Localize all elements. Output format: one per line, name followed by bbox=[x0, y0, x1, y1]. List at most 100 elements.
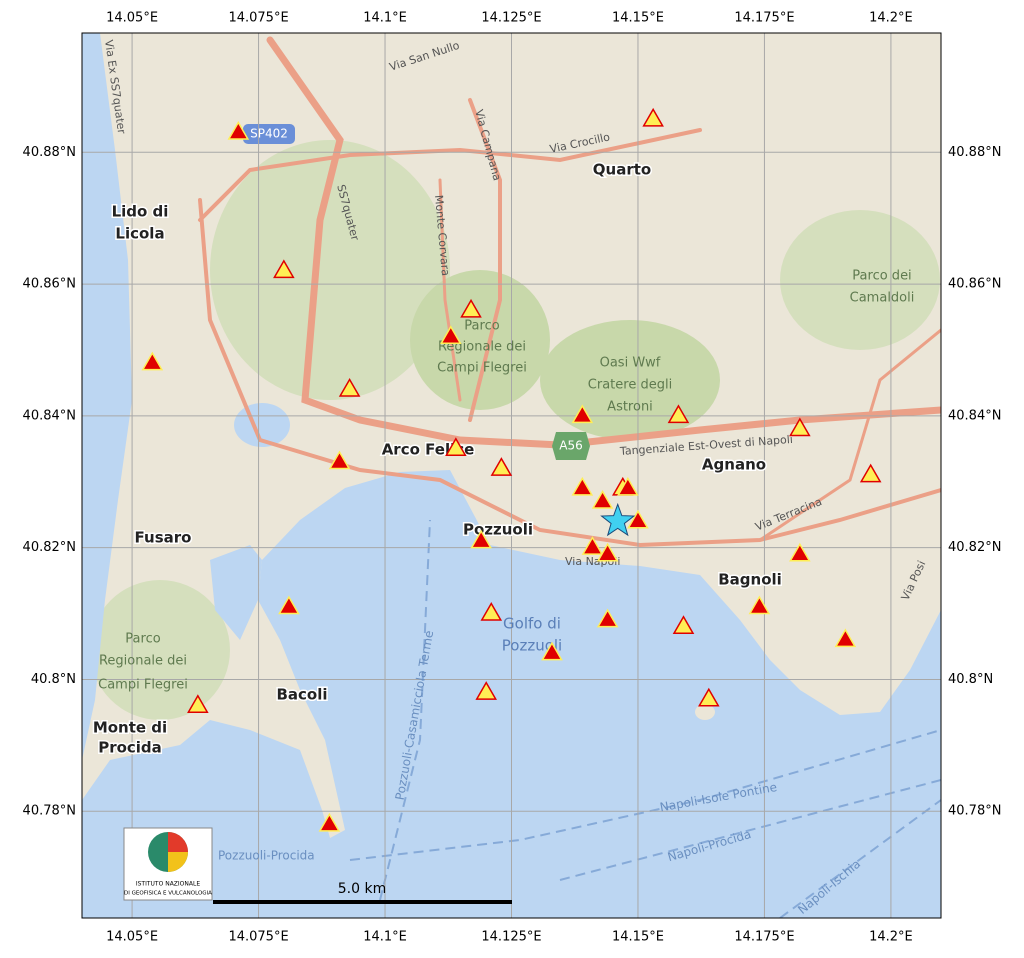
event-marker bbox=[571, 476, 594, 496]
event-marker bbox=[571, 404, 594, 424]
event-marker bbox=[328, 450, 351, 470]
ferry-route bbox=[349, 519, 941, 918]
place-label: Bagnoli bbox=[718, 571, 782, 589]
area-label: Camaldoli bbox=[850, 291, 915, 306]
x-tick-label: 14.2°E bbox=[869, 11, 913, 26]
event-marker bbox=[627, 509, 649, 529]
y-tick-label: 40.8°N bbox=[948, 672, 993, 687]
event-marker bbox=[596, 608, 619, 628]
event-marker bbox=[187, 694, 209, 714]
basemap: Quarto Lido di Licola Arco Felice Agnano… bbox=[82, 33, 941, 918]
place-label: Quarto bbox=[593, 161, 651, 179]
events bbox=[141, 107, 882, 832]
place-label: Lido di bbox=[112, 203, 169, 221]
road bbox=[198, 198, 941, 548]
y-tick-label: 40.8°N bbox=[31, 672, 76, 687]
green-area bbox=[90, 580, 230, 720]
x-tick-label: 14.15°E bbox=[612, 11, 664, 26]
x-tick-label: 14.175°E bbox=[734, 930, 794, 945]
place-label: Licola bbox=[115, 225, 164, 243]
y-tick-label: 40.82°N bbox=[948, 540, 1001, 555]
y-tick-label: 40.84°N bbox=[23, 408, 76, 423]
x-tick-label: 14.125°E bbox=[481, 11, 541, 26]
area-label: Regionale dei bbox=[99, 654, 187, 669]
event-marker bbox=[318, 812, 341, 832]
x-tick-label: 14.125°E bbox=[481, 930, 541, 945]
event-marker bbox=[642, 107, 664, 127]
area-label: Pozzuoli bbox=[502, 637, 562, 655]
x-tick-label: 14.1°E bbox=[363, 11, 407, 26]
event-marker bbox=[617, 476, 639, 496]
event-marker bbox=[470, 529, 492, 549]
sea bbox=[82, 33, 132, 760]
place-label: Pozzuoli bbox=[463, 521, 533, 539]
green-area bbox=[210, 140, 450, 400]
event-marker bbox=[789, 417, 811, 437]
y-tick-label: 40.78°N bbox=[23, 804, 76, 819]
logo-globe bbox=[168, 832, 188, 852]
y-tick-label: 40.86°N bbox=[948, 277, 1001, 292]
x-tick-label: 14.05°E bbox=[106, 930, 158, 945]
event-marker bbox=[834, 628, 857, 648]
road-shield bbox=[243, 124, 295, 144]
area-label: Astroni bbox=[607, 400, 653, 415]
event-marker bbox=[460, 298, 482, 318]
event-marker bbox=[490, 457, 513, 476]
area-label: Oasi Wwf bbox=[600, 356, 661, 371]
x-tick-label: 14.2°E bbox=[869, 930, 913, 945]
area-label: Parco bbox=[464, 319, 499, 334]
road-label: A56 bbox=[559, 439, 582, 453]
map-frame bbox=[81, 32, 942, 919]
x-tick-label: 14.1°E bbox=[363, 930, 407, 945]
road bbox=[468, 98, 502, 422]
mainshock-star bbox=[600, 502, 636, 537]
event-marker bbox=[445, 437, 467, 457]
y-tick-label: 40.86°N bbox=[23, 277, 76, 292]
place-label: Monte di bbox=[93, 719, 167, 737]
x-tick-label: 14.15°E bbox=[612, 930, 664, 945]
y-tick-label: 40.88°N bbox=[23, 145, 76, 160]
event-marker bbox=[748, 595, 771, 615]
area-label: Cratere degli bbox=[588, 378, 672, 393]
area-label: Golfo di bbox=[503, 615, 561, 633]
logo-globe bbox=[168, 852, 188, 872]
logo-text: ISTITUTO NAZIONALE bbox=[136, 881, 200, 888]
road-shield bbox=[552, 432, 590, 460]
x-tick-label: 14.175°E bbox=[734, 11, 794, 26]
event-marker bbox=[667, 404, 690, 424]
area-label: Parco bbox=[125, 632, 160, 647]
event-marker bbox=[581, 536, 604, 555]
scale-label: 5.0 km bbox=[338, 881, 386, 897]
event-marker bbox=[475, 681, 498, 700]
event-marker bbox=[541, 641, 563, 661]
highway bbox=[266, 36, 941, 449]
place-label: Bacoli bbox=[276, 686, 327, 704]
x-tick-label: 14.075°E bbox=[228, 11, 288, 26]
event-marker bbox=[591, 490, 614, 509]
islet bbox=[695, 704, 715, 720]
event-marker bbox=[697, 687, 720, 707]
event-marker bbox=[596, 542, 619, 562]
lake bbox=[210, 545, 262, 640]
event-marker bbox=[273, 259, 295, 279]
event-marker bbox=[141, 351, 164, 371]
road bbox=[758, 328, 941, 542]
y-tick-label: 40.88°N bbox=[948, 145, 1001, 160]
place-label: Procida bbox=[98, 739, 162, 757]
event-marker bbox=[789, 542, 811, 562]
green-area bbox=[780, 210, 940, 350]
event-marker bbox=[672, 615, 695, 634]
event-marker bbox=[439, 325, 462, 345]
road-label: SP402 bbox=[250, 127, 288, 141]
route-label: Pozzuoli-Procida bbox=[218, 849, 315, 863]
x-tick-label: 14.05°E bbox=[106, 11, 158, 26]
place-label: Fusaro bbox=[135, 529, 192, 547]
event-marker bbox=[859, 463, 882, 483]
y-tick-label: 40.84°N bbox=[948, 408, 1001, 423]
event-marker bbox=[480, 602, 503, 621]
road bbox=[438, 178, 462, 402]
place-label: Agnano bbox=[702, 456, 766, 474]
area-label: Campi Flegrei bbox=[98, 678, 188, 693]
x-tick-label: 14.075°E bbox=[228, 930, 288, 945]
